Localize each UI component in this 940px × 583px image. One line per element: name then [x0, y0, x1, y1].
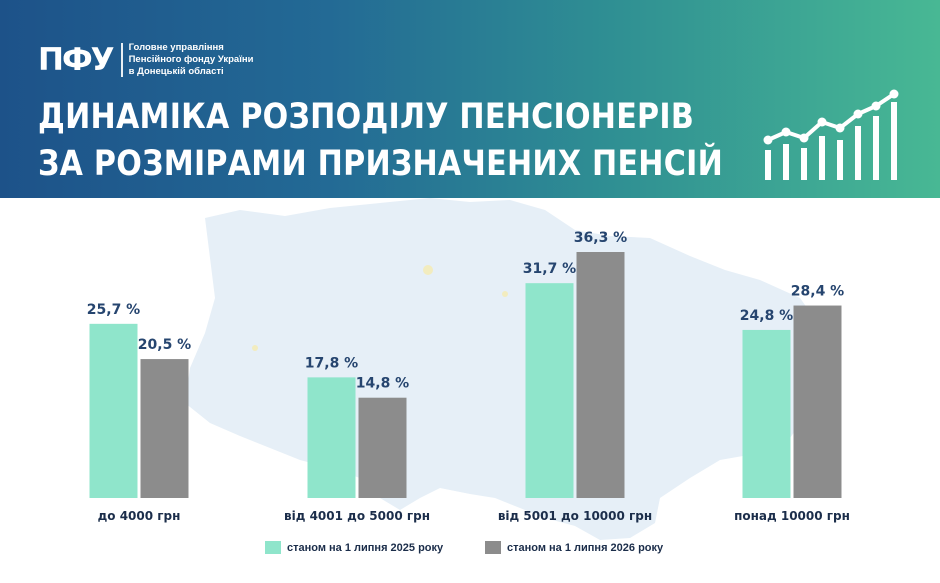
bar-2025-cat-1 [307, 377, 356, 498]
pfu-logo: ПФУ Головне управління Пенсійного фонду … [38, 42, 253, 78]
category-label-0: до 4000 грн [98, 509, 181, 523]
data-label-2025-cat-1: 17,8 % [305, 355, 358, 371]
bar-2025-cat-2 [525, 283, 574, 498]
title-line-1: ДИНАМІКА РОЗПОДІЛУ ПЕНСІОНЕРІВ [38, 97, 695, 137]
data-label-2025-cat-2: 31,7 % [523, 261, 576, 277]
header-banner: ПФУ Головне управління Пенсійного фонду … [0, 0, 940, 198]
rising-bar-chart-icon [763, 89, 899, 180]
category-label-1: від 4001 до 5000 грн [284, 509, 430, 523]
org-line-2: Пенсійного фонду України [128, 54, 254, 65]
bar-2026-cat-1 [358, 397, 407, 498]
bar-2025-cat-0 [89, 323, 138, 498]
bar-2026-cat-2 [576, 252, 625, 498]
chart-legend: станом на 1 липня 2025 року станом на 1 … [0, 541, 940, 557]
legend-label-2026: станом на 1 липня 2026 року [507, 541, 664, 554]
legend-swatch-2025 [265, 541, 281, 554]
data-label-2025-cat-3: 24,8 % [740, 308, 793, 324]
logo-divider [120, 43, 123, 77]
category-label-2: від 5001 до 10000 грн [498, 509, 652, 523]
data-label-2025-cat-0: 25,7 % [87, 302, 140, 318]
legend-label-2025: станом на 1 липня 2025 року [287, 541, 444, 554]
page-title: ДИНАМІКА РОЗПОДІЛУ ПЕНСІОНЕРІВ ЗА РОЗМІР… [38, 94, 723, 188]
bar-2025-cat-3 [742, 329, 791, 498]
logo-mark: ПФУ [38, 41, 115, 78]
category-label-3: понад 10000 грн [734, 509, 850, 523]
bar-2026-cat-0 [140, 359, 189, 498]
legend-item-2026: станом на 1 липня 2026 року [485, 541, 663, 554]
org-line-1: Головне управління [128, 42, 224, 53]
org-line-3: в Донецькій області [128, 66, 224, 77]
legend-item-2025: станом на 1 липня 2025 року [265, 541, 443, 554]
data-label-2026-cat-1: 14,8 % [356, 376, 409, 392]
legend-swatch-2026 [485, 541, 501, 554]
title-line-2: ЗА РОЗМІРАМИ ПРИЗНАЧЕНИХ ПЕНСІЙ [38, 144, 724, 184]
bar-chart: 25,7 % 20,5 % до 4000 грн 17,8 % 14,8 % від 4… [87, 230, 850, 523]
data-label-2026-cat-2: 36,3 % [574, 230, 627, 246]
organization-name: Головне управління Пенсійного фонду Укра… [129, 42, 254, 78]
bar-2026-cat-3 [793, 305, 842, 498]
data-label-2026-cat-0: 20,5 % [138, 337, 191, 353]
data-label-2026-cat-3: 28,4 % [791, 284, 844, 300]
